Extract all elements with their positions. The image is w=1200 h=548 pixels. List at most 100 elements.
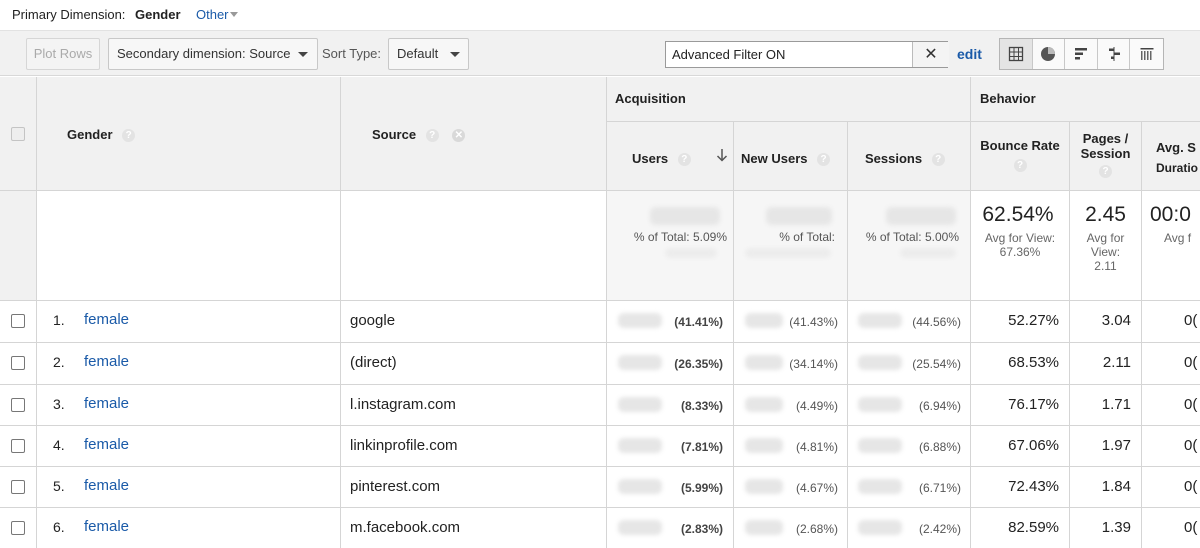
users-value-redacted xyxy=(618,438,662,453)
primary-dimension-gender[interactable]: Gender xyxy=(135,7,181,22)
source-value: linkinprofile.com xyxy=(350,437,458,454)
gender-link[interactable]: female xyxy=(84,353,130,370)
users-value-redacted xyxy=(618,397,662,412)
sessions-percent: (25.54%) xyxy=(912,357,961,371)
users-column-header[interactable]: Users ? xyxy=(632,151,691,167)
pages-avg-label-1: Avg for xyxy=(1086,231,1125,245)
new-users-percent: (4.67%) xyxy=(795,481,838,495)
gender-column-header[interactable]: Gender ? xyxy=(67,127,136,143)
edit-filter-link[interactable]: edit xyxy=(957,46,982,62)
users-percent: (8.33%) xyxy=(680,399,723,413)
gender-link[interactable]: female xyxy=(84,436,130,453)
avg-duration-column-header[interactable]: Avg. S Duratio xyxy=(1156,138,1200,178)
remove-dimension-icon[interactable]: ✕ xyxy=(452,129,466,143)
avg-duration-value: 0( xyxy=(1184,437,1198,454)
sessions-percent: (6.94%) xyxy=(918,399,961,413)
close-icon[interactable]: ✕ xyxy=(912,42,949,67)
row-number: 6. xyxy=(53,519,65,535)
new-users-column-header[interactable]: New Users ? xyxy=(741,151,831,167)
help-icon[interactable]: ? xyxy=(1099,165,1112,179)
table-row: 1. female google (41.41%) (41.43%) (44.56%) 52… xyxy=(0,300,1200,341)
pages-avg-value: 2.11 xyxy=(1094,259,1117,273)
new-users-percent: (41.43%) xyxy=(789,315,838,329)
new-users-total-redacted xyxy=(766,207,832,225)
sessions-value-redacted xyxy=(858,479,902,494)
source-header-label: Source xyxy=(372,127,417,142)
gender-link[interactable]: female xyxy=(84,477,130,494)
help-icon[interactable]: ? xyxy=(122,129,136,143)
pages-session-column-header[interactable]: Pages / Session ? xyxy=(1070,131,1141,179)
performance-view-icon[interactable] xyxy=(1065,39,1098,69)
row-number: 3. xyxy=(53,396,65,412)
help-icon[interactable]: ? xyxy=(425,129,439,143)
row-checkbox[interactable] xyxy=(11,398,25,412)
row-checkbox[interactable] xyxy=(11,314,25,328)
pages-session-label-1: Pages / xyxy=(1082,131,1129,146)
gender-link[interactable]: female xyxy=(84,395,130,412)
sessions-value-redacted xyxy=(858,438,902,453)
bounce-rate-column-header[interactable]: Bounce Rate ? xyxy=(971,138,1069,172)
pages-session-value: 1.97 xyxy=(1101,437,1131,454)
chevron-down-icon[interactable] xyxy=(230,12,238,17)
row-checkbox[interactable] xyxy=(11,439,25,453)
users-percent: (41.41%) xyxy=(674,315,723,329)
gender-header-label: Gender xyxy=(67,127,113,142)
pivot-view-icon[interactable] xyxy=(1130,39,1164,69)
primary-dimension-other[interactable]: Other xyxy=(196,7,229,22)
help-icon[interactable]: ? xyxy=(1013,159,1027,172)
bounce-rate-avg-label: Avg for View: xyxy=(984,231,1056,245)
secondary-dimension-dropdown[interactable]: Secondary dimension: Source xyxy=(108,38,318,70)
table-view-icon[interactable] xyxy=(1000,39,1033,69)
new-users-percent: (2.68%) xyxy=(795,522,838,536)
bounce-rate-avg: Avg for View: 67.36% xyxy=(971,231,1069,259)
avg-duration-value: 0( xyxy=(1184,354,1198,371)
source-column-header[interactable]: Source ? ✕ xyxy=(372,127,466,143)
comparison-view-icon[interactable] xyxy=(1097,39,1131,69)
bounce-rate-avg-value: 67.36% xyxy=(999,245,1041,259)
row-checkbox[interactable] xyxy=(11,356,25,370)
row-checkbox[interactable] xyxy=(11,480,25,494)
gender-link[interactable]: female xyxy=(84,518,130,535)
sessions-total-redacted xyxy=(886,207,956,225)
source-value: pinterest.com xyxy=(350,478,441,495)
chevron-down-icon xyxy=(298,52,308,57)
bounce-rate-value: 67.06% xyxy=(1008,437,1059,454)
row-checkbox[interactable] xyxy=(11,521,25,535)
pages-session-value: 1.39 xyxy=(1101,519,1131,536)
advanced-filter-field[interactable]: Advanced Filter ON ✕ xyxy=(665,41,949,68)
bounce-rate-value: 82.59% xyxy=(1008,519,1059,536)
avg-duration-label-2: Duratio xyxy=(1156,161,1198,175)
avg-duration-value: 0( xyxy=(1184,396,1198,413)
sessions-column-header[interactable]: Sessions ? xyxy=(865,151,945,167)
select-all-checkbox[interactable] xyxy=(11,127,25,141)
source-value: m.facebook.com xyxy=(350,519,461,536)
sort-type-dropdown[interactable]: Default xyxy=(388,38,469,70)
table-row: 4. female linkinprofile.com (7.81%) (4.81%) (… xyxy=(0,425,1200,466)
secondary-dimension-label: Secondary dimension: Source xyxy=(117,46,291,61)
new-users-value-redacted xyxy=(745,479,783,494)
sessions-total-sub-redacted xyxy=(900,248,956,258)
sort-type-label: Sort Type: xyxy=(322,46,382,61)
new-users-percent: (34.14%) xyxy=(789,357,838,371)
new-users-value-redacted xyxy=(745,355,783,370)
new-users-value-redacted xyxy=(745,397,783,412)
new-users-value-redacted xyxy=(745,313,783,328)
row-number: 4. xyxy=(53,437,65,453)
users-total-percent: % of Total: 5.09% xyxy=(633,230,727,244)
new-users-value-redacted xyxy=(745,438,783,453)
bounce-rate-total: 62.54% xyxy=(982,203,1054,226)
pie-view-icon[interactable] xyxy=(1032,39,1066,69)
help-icon[interactable]: ? xyxy=(931,153,945,167)
filter-text: Advanced Filter ON xyxy=(672,47,786,62)
row-number: 2. xyxy=(53,354,65,370)
help-icon[interactable]: ? xyxy=(677,153,691,167)
avg-duration-total: 00:0 xyxy=(1150,203,1191,226)
bounce-rate-value: 72.43% xyxy=(1008,478,1059,495)
behavior-group-header: Behavior xyxy=(980,91,1036,106)
help-icon[interactable]: ? xyxy=(817,153,831,167)
sessions-total-percent: % of Total: 5.00% xyxy=(865,230,959,244)
gender-link[interactable]: female xyxy=(84,311,130,328)
users-total-sub-redacted xyxy=(665,248,717,258)
sort-descending-icon[interactable] xyxy=(716,148,728,162)
plot-rows-button[interactable]: Plot Rows xyxy=(26,38,100,70)
